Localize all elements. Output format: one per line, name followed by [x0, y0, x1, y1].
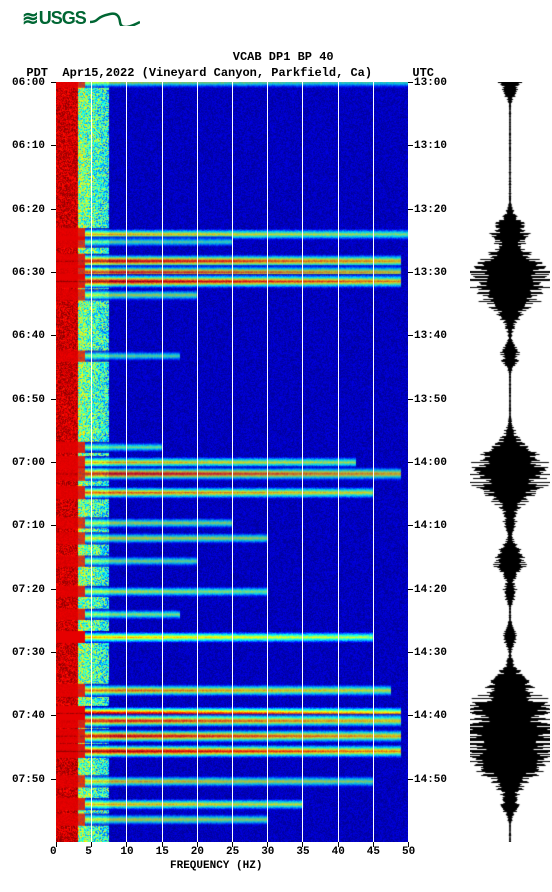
- usgs-logo-symbol: ≋: [22, 6, 38, 31]
- y-tick-left: [51, 779, 56, 780]
- y-tick-left: [51, 272, 56, 273]
- y-left-tick-label: 06:10: [12, 140, 45, 152]
- y-right-tick-label: 13:00: [414, 77, 447, 89]
- y-tick-right: [408, 145, 413, 146]
- y-right-tick-label: 14:00: [414, 457, 447, 469]
- y-left-tick-label: 07:00: [12, 457, 45, 469]
- plot-subtitle: PDT Apr15,2022 (Vineyard Canyon, Parkfie…: [12, 52, 372, 80]
- y-right-tick-label: 13:20: [414, 204, 447, 216]
- y-tick-right: [408, 335, 413, 336]
- y-tick-left: [51, 82, 56, 83]
- x-tick-label: 35: [296, 846, 309, 858]
- y-right-tick-label: 14:50: [414, 774, 447, 786]
- y-right-tick-label: 14:10: [414, 520, 447, 532]
- grid-line: [373, 82, 374, 842]
- grid-line: [302, 82, 303, 842]
- x-tick-label: 0: [50, 846, 57, 858]
- y-left-tick-label: 07:10: [12, 520, 45, 532]
- grid-line: [162, 82, 163, 842]
- y-tick-right: [408, 779, 413, 780]
- y-tick-right: [408, 272, 413, 273]
- y-left-tick-label: 07:40: [12, 710, 45, 722]
- grid-line: [197, 82, 198, 842]
- y-tick-right: [408, 462, 413, 463]
- y-tick-left: [51, 589, 56, 590]
- spectrogram-plot: [56, 82, 408, 842]
- y-tick-right: [408, 525, 413, 526]
- y-tick-left: [51, 399, 56, 400]
- usgs-logo-text: USGS: [39, 8, 86, 29]
- usgs-wave-icon: [90, 12, 140, 26]
- x-tick-label: 15: [156, 846, 169, 858]
- grid-line: [338, 82, 339, 842]
- y-left-tick-label: 06:30: [12, 267, 45, 279]
- y-tick-left: [51, 145, 56, 146]
- y-tick-left: [51, 462, 56, 463]
- y-tick-left: [51, 715, 56, 716]
- grid-line: [232, 82, 233, 842]
- y-left-tick-label: 06:20: [12, 204, 45, 216]
- grid-line: [267, 82, 268, 842]
- y-right-tick-label: 14:40: [414, 710, 447, 722]
- y-right-tick-label: 13:50: [414, 394, 447, 406]
- plot-subtitle-utc: UTC: [398, 52, 434, 80]
- x-tick-label: 5: [85, 846, 92, 858]
- y-left-tick-label: 06:00: [12, 77, 45, 89]
- usgs-logo: ≋ USGS: [22, 6, 140, 31]
- x-tick-label: 25: [226, 846, 239, 858]
- y-tick-right: [408, 652, 413, 653]
- y-left-tick-label: 07:50: [12, 774, 45, 786]
- y-left-tick-label: 07:20: [12, 584, 45, 596]
- y-tick-left: [51, 652, 56, 653]
- y-left-tick-label: 07:30: [12, 647, 45, 659]
- y-tick-left: [51, 209, 56, 210]
- y-tick-right: [408, 82, 413, 83]
- x-tick-label: 45: [367, 846, 380, 858]
- y-right-tick-label: 13:30: [414, 267, 447, 279]
- y-tick-right: [408, 589, 413, 590]
- y-right-tick-label: 13:10: [414, 140, 447, 152]
- y-right-tick-label: 14:20: [414, 584, 447, 596]
- y-right-tick-label: 14:30: [414, 647, 447, 659]
- x-tick-label: 30: [261, 846, 274, 858]
- x-tick-label: 50: [402, 846, 415, 858]
- y-tick-left: [51, 525, 56, 526]
- y-left-tick-label: 06:40: [12, 330, 45, 342]
- seismogram-plot: [470, 82, 550, 842]
- y-right-tick-label: 13:40: [414, 330, 447, 342]
- y-tick-left: [51, 335, 56, 336]
- grid-line: [126, 82, 127, 842]
- x-tick-label: 20: [191, 846, 204, 858]
- x-tick-label: 40: [332, 846, 345, 858]
- grid-line: [91, 82, 92, 842]
- y-left-tick-label: 06:50: [12, 394, 45, 406]
- y-tick-right: [408, 209, 413, 210]
- y-tick-right: [408, 715, 413, 716]
- x-axis-label: FREQUENCY (HZ): [170, 860, 262, 872]
- y-tick-right: [408, 399, 413, 400]
- x-tick-label: 10: [120, 846, 133, 858]
- seismogram-canvas: [470, 82, 550, 842]
